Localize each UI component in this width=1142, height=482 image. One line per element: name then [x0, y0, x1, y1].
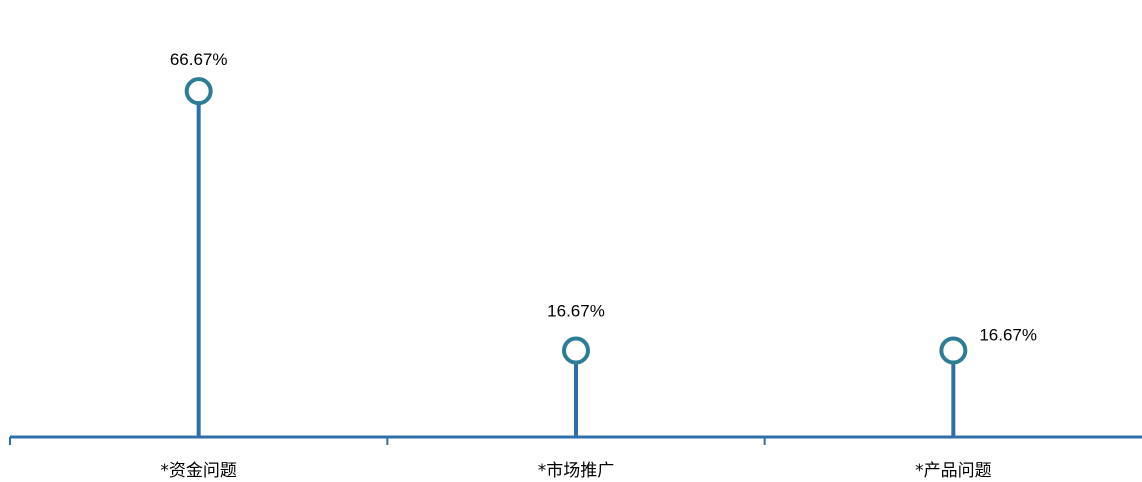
data-label-3: 16.67%	[979, 326, 1037, 345]
data-labels: 66.67% 16.67% 16.67%	[170, 50, 1037, 344]
data-label-2: 16.67%	[547, 302, 605, 321]
markers	[184, 77, 968, 365]
marker-3	[939, 336, 968, 365]
category-label-1: *资金问题	[160, 461, 237, 481]
category-labels: *资金问题 *市场推广 *产品问题	[160, 461, 991, 481]
category-label-3: *产品问题	[915, 461, 992, 481]
category-label-2: *市场推广	[538, 461, 615, 481]
x-axis	[9, 435, 1142, 445]
data-label-1: 66.67%	[170, 50, 228, 69]
marker-2	[562, 336, 590, 365]
stems	[196, 91, 956, 437]
marker-1	[184, 77, 213, 106]
